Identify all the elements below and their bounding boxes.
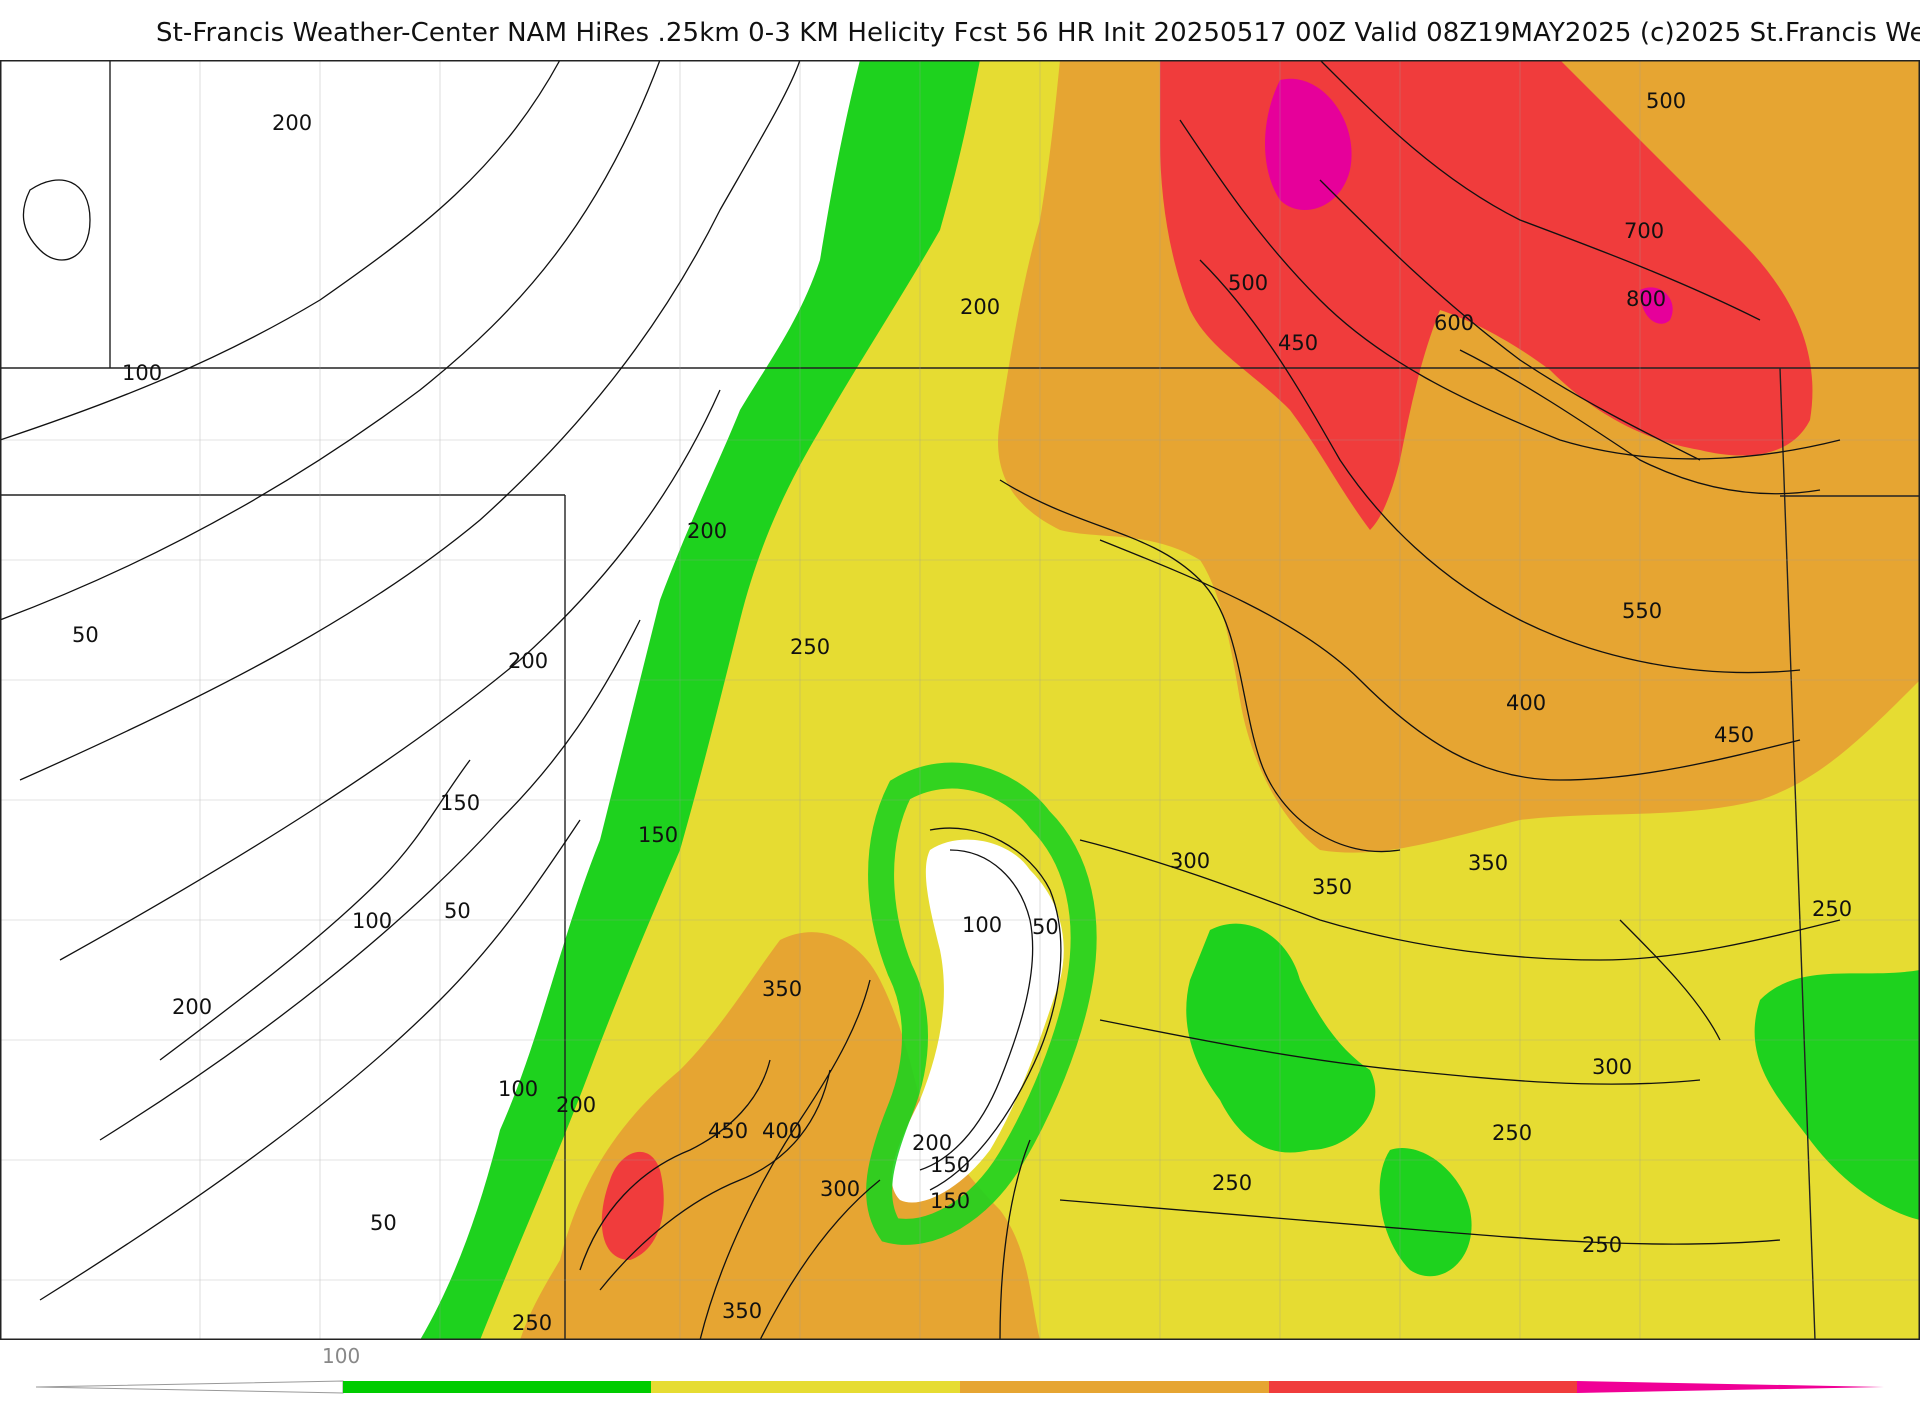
fill-magenta-core <box>1265 78 1352 210</box>
colorbar-yellow-segment <box>651 1381 960 1393</box>
helicity-map: 200 100 50 200 150 100 50 200 200 150 10… <box>0 60 1920 1340</box>
fill-red-southwest <box>601 1151 664 1260</box>
colorbar-green-segment <box>343 1381 651 1393</box>
map-canvas: 200 100 50 200 150 100 50 200 200 150 10… <box>0 60 1920 1340</box>
page-title: St-Francis Weather-Center NAM HiRes .25k… <box>156 18 1920 48</box>
contour-label: 50 <box>444 899 471 923</box>
contour-label: 200 <box>508 649 548 673</box>
contour-label: 150 <box>440 791 480 815</box>
contour-label: 350 <box>722 1299 762 1323</box>
contour-label: 200 <box>556 1093 596 1117</box>
colorbar-tick-label: 100 <box>322 1344 361 1368</box>
contour-label: 600 <box>1434 311 1474 335</box>
title-bar: St-Francis Weather-Center NAM HiRes .25k… <box>0 0 1920 60</box>
colorbar-red-segment <box>1269 1381 1577 1393</box>
county-lines <box>0 60 1920 1340</box>
contour-label: 200 <box>172 995 212 1019</box>
colorbar-orange-segment <box>960 1381 1269 1393</box>
contour-label: 350 <box>1312 875 1352 899</box>
fill-green-ring-pocket <box>866 762 1097 1245</box>
contour-label: 150 <box>638 823 678 847</box>
colorbar-magenta-segment <box>1577 1381 1884 1393</box>
contour-labels: 200 100 50 200 150 100 50 200 200 150 10… <box>72 89 1852 1335</box>
colorbar <box>0 1340 1920 1400</box>
contour-label: 400 <box>1506 691 1546 715</box>
contour-label: 450 <box>1714 723 1754 747</box>
contour-label: 250 <box>1582 1233 1622 1257</box>
contour-label: 350 <box>762 977 802 1001</box>
contour-lines <box>0 60 1841 1340</box>
contour-label: 250 <box>1492 1121 1532 1145</box>
contour-label: 300 <box>820 1177 860 1201</box>
contour-label: 400 <box>762 1119 802 1143</box>
map-frame <box>0 60 1920 1340</box>
fill-magenta-spot <box>1640 287 1673 324</box>
contour-label: 100 <box>962 913 1002 937</box>
contour-label: 250 <box>790 635 830 659</box>
contour-label: 300 <box>1170 849 1210 873</box>
contour-label: 550 <box>1622 599 1662 623</box>
contour-label: 350 <box>1468 851 1508 875</box>
contour-label: 200 <box>272 111 312 135</box>
contour-label: 250 <box>1812 897 1852 921</box>
contour-label: 150 <box>930 1153 970 1177</box>
contour-label: 100 <box>122 361 162 385</box>
contour-label: 500 <box>1228 271 1268 295</box>
contour-label: 50 <box>370 1211 397 1235</box>
contour-label: 150 <box>930 1189 970 1213</box>
colorbar-svg <box>35 1380 1884 1394</box>
contour-label: 250 <box>512 1311 552 1335</box>
colorbar-white-segment <box>35 1380 344 1394</box>
contour-label: 700 <box>1624 219 1664 243</box>
contour-label: 50 <box>72 623 99 647</box>
contour-label: 250 <box>1212 1171 1252 1195</box>
contour-label: 450 <box>1278 331 1318 355</box>
contour-label: 450 <box>708 1119 748 1143</box>
contour-label: 200 <box>912 1131 952 1155</box>
fill-green-island-south <box>1379 1148 1472 1277</box>
fill-white-pocket <box>891 839 1064 1203</box>
contour-label: 200 <box>687 519 727 543</box>
contour-label: 500 <box>1646 89 1686 113</box>
contour-label: 50 <box>1032 915 1059 939</box>
contour-label: 100 <box>498 1077 538 1101</box>
contour-label: 300 <box>1592 1055 1632 1079</box>
contour-label: 100 <box>352 909 392 933</box>
contour-label: 200 <box>960 295 1000 319</box>
fill-green-island-central <box>1186 923 1376 1153</box>
contour-label: 800 <box>1626 287 1666 311</box>
fill-green-island-east <box>1754 970 1920 1220</box>
